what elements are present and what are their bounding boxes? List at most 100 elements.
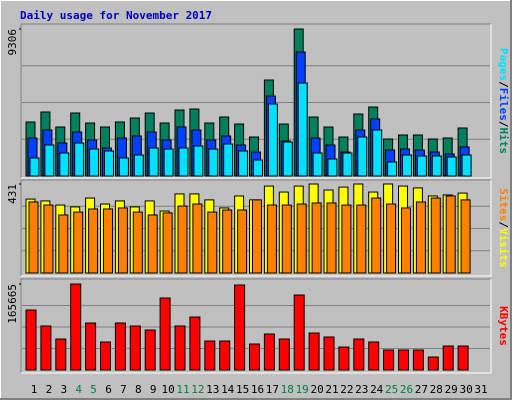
bar	[442, 345, 454, 371]
bar	[402, 154, 412, 177]
bar	[460, 199, 471, 274]
bar	[446, 156, 457, 177]
x-tick-label: 24	[370, 383, 384, 396]
bar	[29, 157, 40, 177]
bar	[117, 207, 128, 274]
x-tick-label: 15	[236, 383, 249, 396]
bar	[312, 152, 323, 177]
panel-bevel	[20, 23, 491, 178]
x-tick-label: 25	[385, 383, 398, 396]
x-tick-label: 6	[105, 383, 112, 396]
bar	[266, 204, 277, 274]
legend-entry: Visits	[497, 228, 510, 268]
bar	[297, 82, 308, 177]
chart-title: Daily usage for November 2017	[20, 9, 212, 22]
panel-bevel	[21, 24, 492, 179]
bar	[281, 204, 292, 274]
bar	[129, 325, 141, 371]
bar	[73, 211, 84, 274]
panel-bevel	[21, 279, 492, 374]
bar	[401, 207, 411, 274]
bar	[368, 341, 380, 371]
bar	[43, 204, 54, 274]
bar	[103, 208, 113, 274]
bar	[323, 336, 335, 371]
bar	[148, 147, 159, 177]
legend-entry: Sites	[497, 188, 510, 221]
panel-bevel	[20, 179, 491, 276]
bar	[353, 338, 365, 371]
y-tick-label: 9306	[6, 29, 19, 56]
panel-bevel	[21, 180, 492, 277]
x-tick-label: 31	[474, 383, 487, 396]
bar	[293, 294, 305, 371]
bar	[28, 201, 39, 274]
bar	[445, 195, 456, 274]
bar	[296, 203, 307, 274]
bar	[223, 143, 234, 177]
bar	[85, 322, 97, 371]
bar	[162, 212, 173, 274]
bar	[461, 154, 472, 177]
bar	[415, 201, 426, 274]
x-tick-label: 29	[445, 383, 458, 396]
bar	[327, 158, 338, 177]
bar	[147, 214, 158, 274]
bar	[178, 147, 189, 177]
bar	[326, 202, 337, 274]
x-tick-label: 16	[251, 383, 264, 396]
bar	[204, 340, 216, 371]
legend-entry: Pages	[497, 48, 510, 81]
x-tick-label: 5	[90, 383, 97, 396]
bar	[219, 340, 231, 371]
bar	[100, 341, 111, 371]
bar	[44, 144, 55, 177]
bar	[249, 343, 260, 371]
bar	[133, 154, 144, 177]
bar	[163, 148, 174, 177]
bar	[144, 329, 156, 371]
legend-entry: KBytes	[497, 306, 510, 346]
x-tick-label: 9	[150, 383, 157, 396]
x-tick-label: 1	[31, 383, 38, 396]
x-tick-label: 20	[310, 383, 323, 396]
x-tick-label: 7	[120, 383, 127, 396]
bar	[74, 142, 85, 177]
x-tick-label: 17	[266, 383, 279, 396]
bar	[189, 316, 201, 371]
bar	[159, 297, 171, 371]
x-tick-label: 14	[221, 383, 235, 396]
bar	[88, 208, 99, 274]
bar	[104, 150, 114, 177]
x-tick-label: 3	[60, 383, 67, 396]
bar	[252, 199, 262, 274]
bar	[308, 332, 320, 371]
legend: Pages/Files/Hits	[497, 48, 510, 154]
bar	[278, 338, 290, 371]
bar	[207, 211, 218, 274]
bar	[114, 322, 126, 371]
bar	[58, 214, 69, 274]
bar	[457, 345, 469, 371]
bar	[59, 152, 70, 177]
bar	[177, 205, 188, 274]
bar	[132, 211, 143, 274]
bar	[263, 333, 275, 371]
bar	[338, 346, 350, 371]
legend-separator: /	[497, 121, 510, 128]
bar	[193, 145, 204, 177]
bar	[222, 209, 233, 274]
x-tick-label: 10	[161, 383, 174, 396]
bar	[430, 197, 441, 274]
bar	[118, 157, 129, 177]
bar	[387, 161, 398, 177]
y-tick-label: 165665	[6, 284, 19, 324]
bar	[357, 136, 368, 177]
legend-separator: /	[497, 221, 510, 228]
bar	[174, 325, 186, 371]
bar	[234, 284, 246, 371]
bar	[383, 349, 395, 371]
bar	[398, 349, 409, 371]
